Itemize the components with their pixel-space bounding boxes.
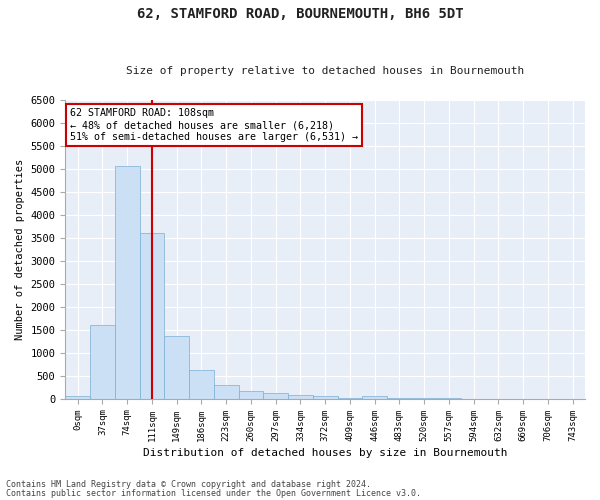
Bar (313, 396, 338, 398)
Bar (189, 370, 214, 398)
Text: Contains public sector information licensed under the Open Government Licence v3: Contains public sector information licen… (6, 488, 421, 498)
Y-axis label: Number of detached properties: Number of detached properties (15, 158, 25, 340)
Title: Size of property relative to detached houses in Bournemouth: Size of property relative to detached ho… (126, 66, 524, 76)
Bar (263, 393, 288, 398)
Text: 62, STAMFORD ROAD, BOURNEMOUTH, BH6 5DT: 62, STAMFORD ROAD, BOURNEMOUTH, BH6 5DT (137, 8, 463, 22)
Text: Contains HM Land Registry data © Crown copyright and database right 2024.: Contains HM Land Registry data © Crown c… (6, 480, 371, 489)
Bar (90, 325, 115, 398)
Bar (164, 336, 189, 398)
Bar (140, 233, 164, 398)
X-axis label: Distribution of detached houses by size in Bournemouth: Distribution of detached houses by size … (143, 448, 508, 458)
Text: 62 STAMFORD ROAD: 108sqm
← 48% of detached houses are smaller (6,218)
51% of sem: 62 STAMFORD ROAD: 108sqm ← 48% of detach… (70, 108, 358, 142)
Bar (362, 396, 387, 398)
Bar (239, 391, 263, 398)
Bar (65, 396, 90, 398)
Bar (214, 385, 239, 398)
Bar (115, 166, 140, 398)
Bar (288, 395, 313, 398)
